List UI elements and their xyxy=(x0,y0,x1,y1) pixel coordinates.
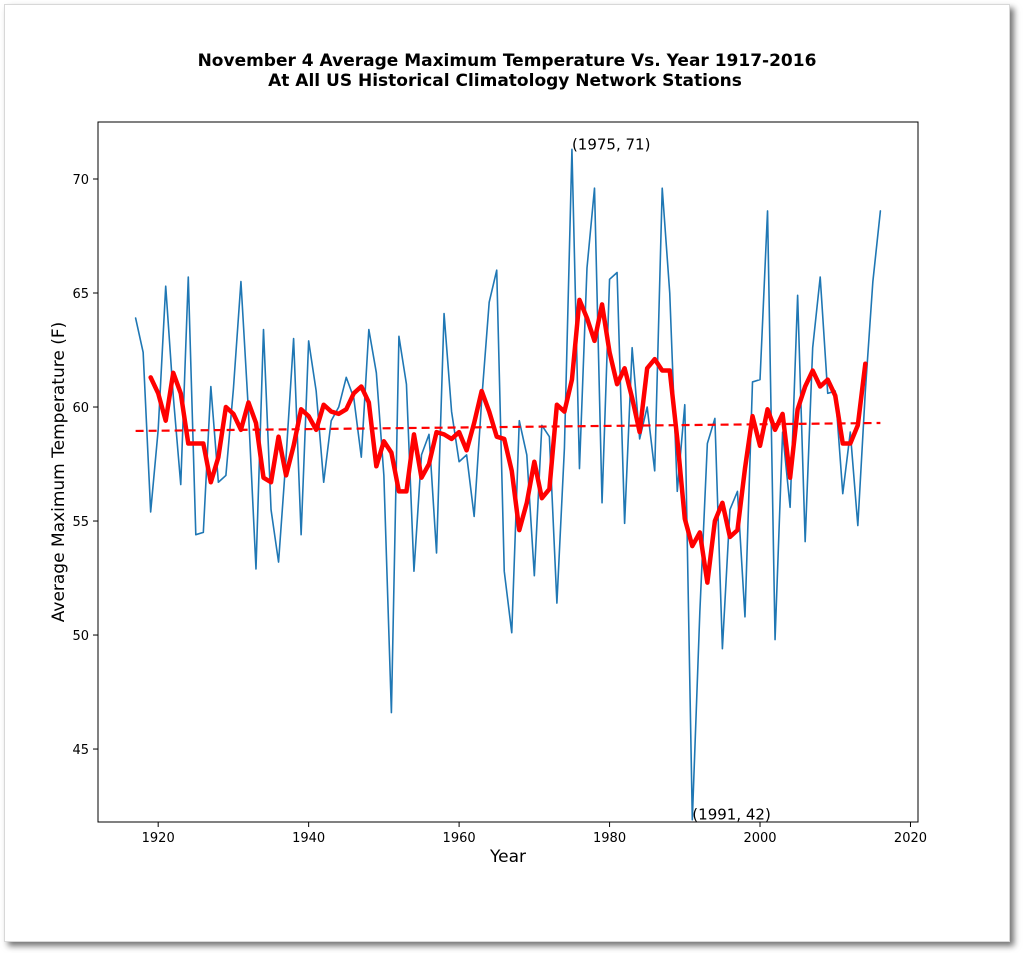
y-tick-label: 55 xyxy=(72,515,89,530)
y-axis-label: Average Maximum Temperature (F) xyxy=(49,322,69,623)
series-line-annual xyxy=(134,148,882,821)
x-tick-label: 1920 xyxy=(142,831,175,846)
x-tick-label: 1980 xyxy=(593,831,626,846)
x-axis-label: Year xyxy=(489,847,526,867)
plot-area xyxy=(134,148,882,821)
y-tick-label: 60 xyxy=(72,401,89,416)
chart-subtitle: At All US Historical Climatology Network… xyxy=(268,71,742,91)
y-tick-label: 50 xyxy=(72,629,89,644)
y-tick-label: 65 xyxy=(72,287,89,302)
x-tick-label: 2000 xyxy=(743,831,776,846)
x-tick-label: 1960 xyxy=(443,831,476,846)
x-axis: 1920 1940 1960 1980 2000 2020 xyxy=(142,822,927,846)
annotations: (1975, 71) (1991, 42) xyxy=(572,135,771,823)
series-line-trend xyxy=(135,421,881,433)
y-axis: 45 50 55 60 65 70 xyxy=(72,173,98,758)
figure-frame xyxy=(4,4,1010,942)
x-tick-label: 2020 xyxy=(894,831,927,846)
series-line-smoothed xyxy=(148,297,868,585)
chart-title: November 4 Average Maximum Temperature V… xyxy=(198,51,817,71)
y-tick-label: 70 xyxy=(72,173,89,188)
axes-frame xyxy=(97,121,919,823)
annotation-label: (1975, 71) xyxy=(572,135,651,153)
x-tick-label: 1940 xyxy=(292,831,325,846)
annotation-label: (1991, 42) xyxy=(692,806,771,824)
y-tick-label: 45 xyxy=(72,743,89,758)
